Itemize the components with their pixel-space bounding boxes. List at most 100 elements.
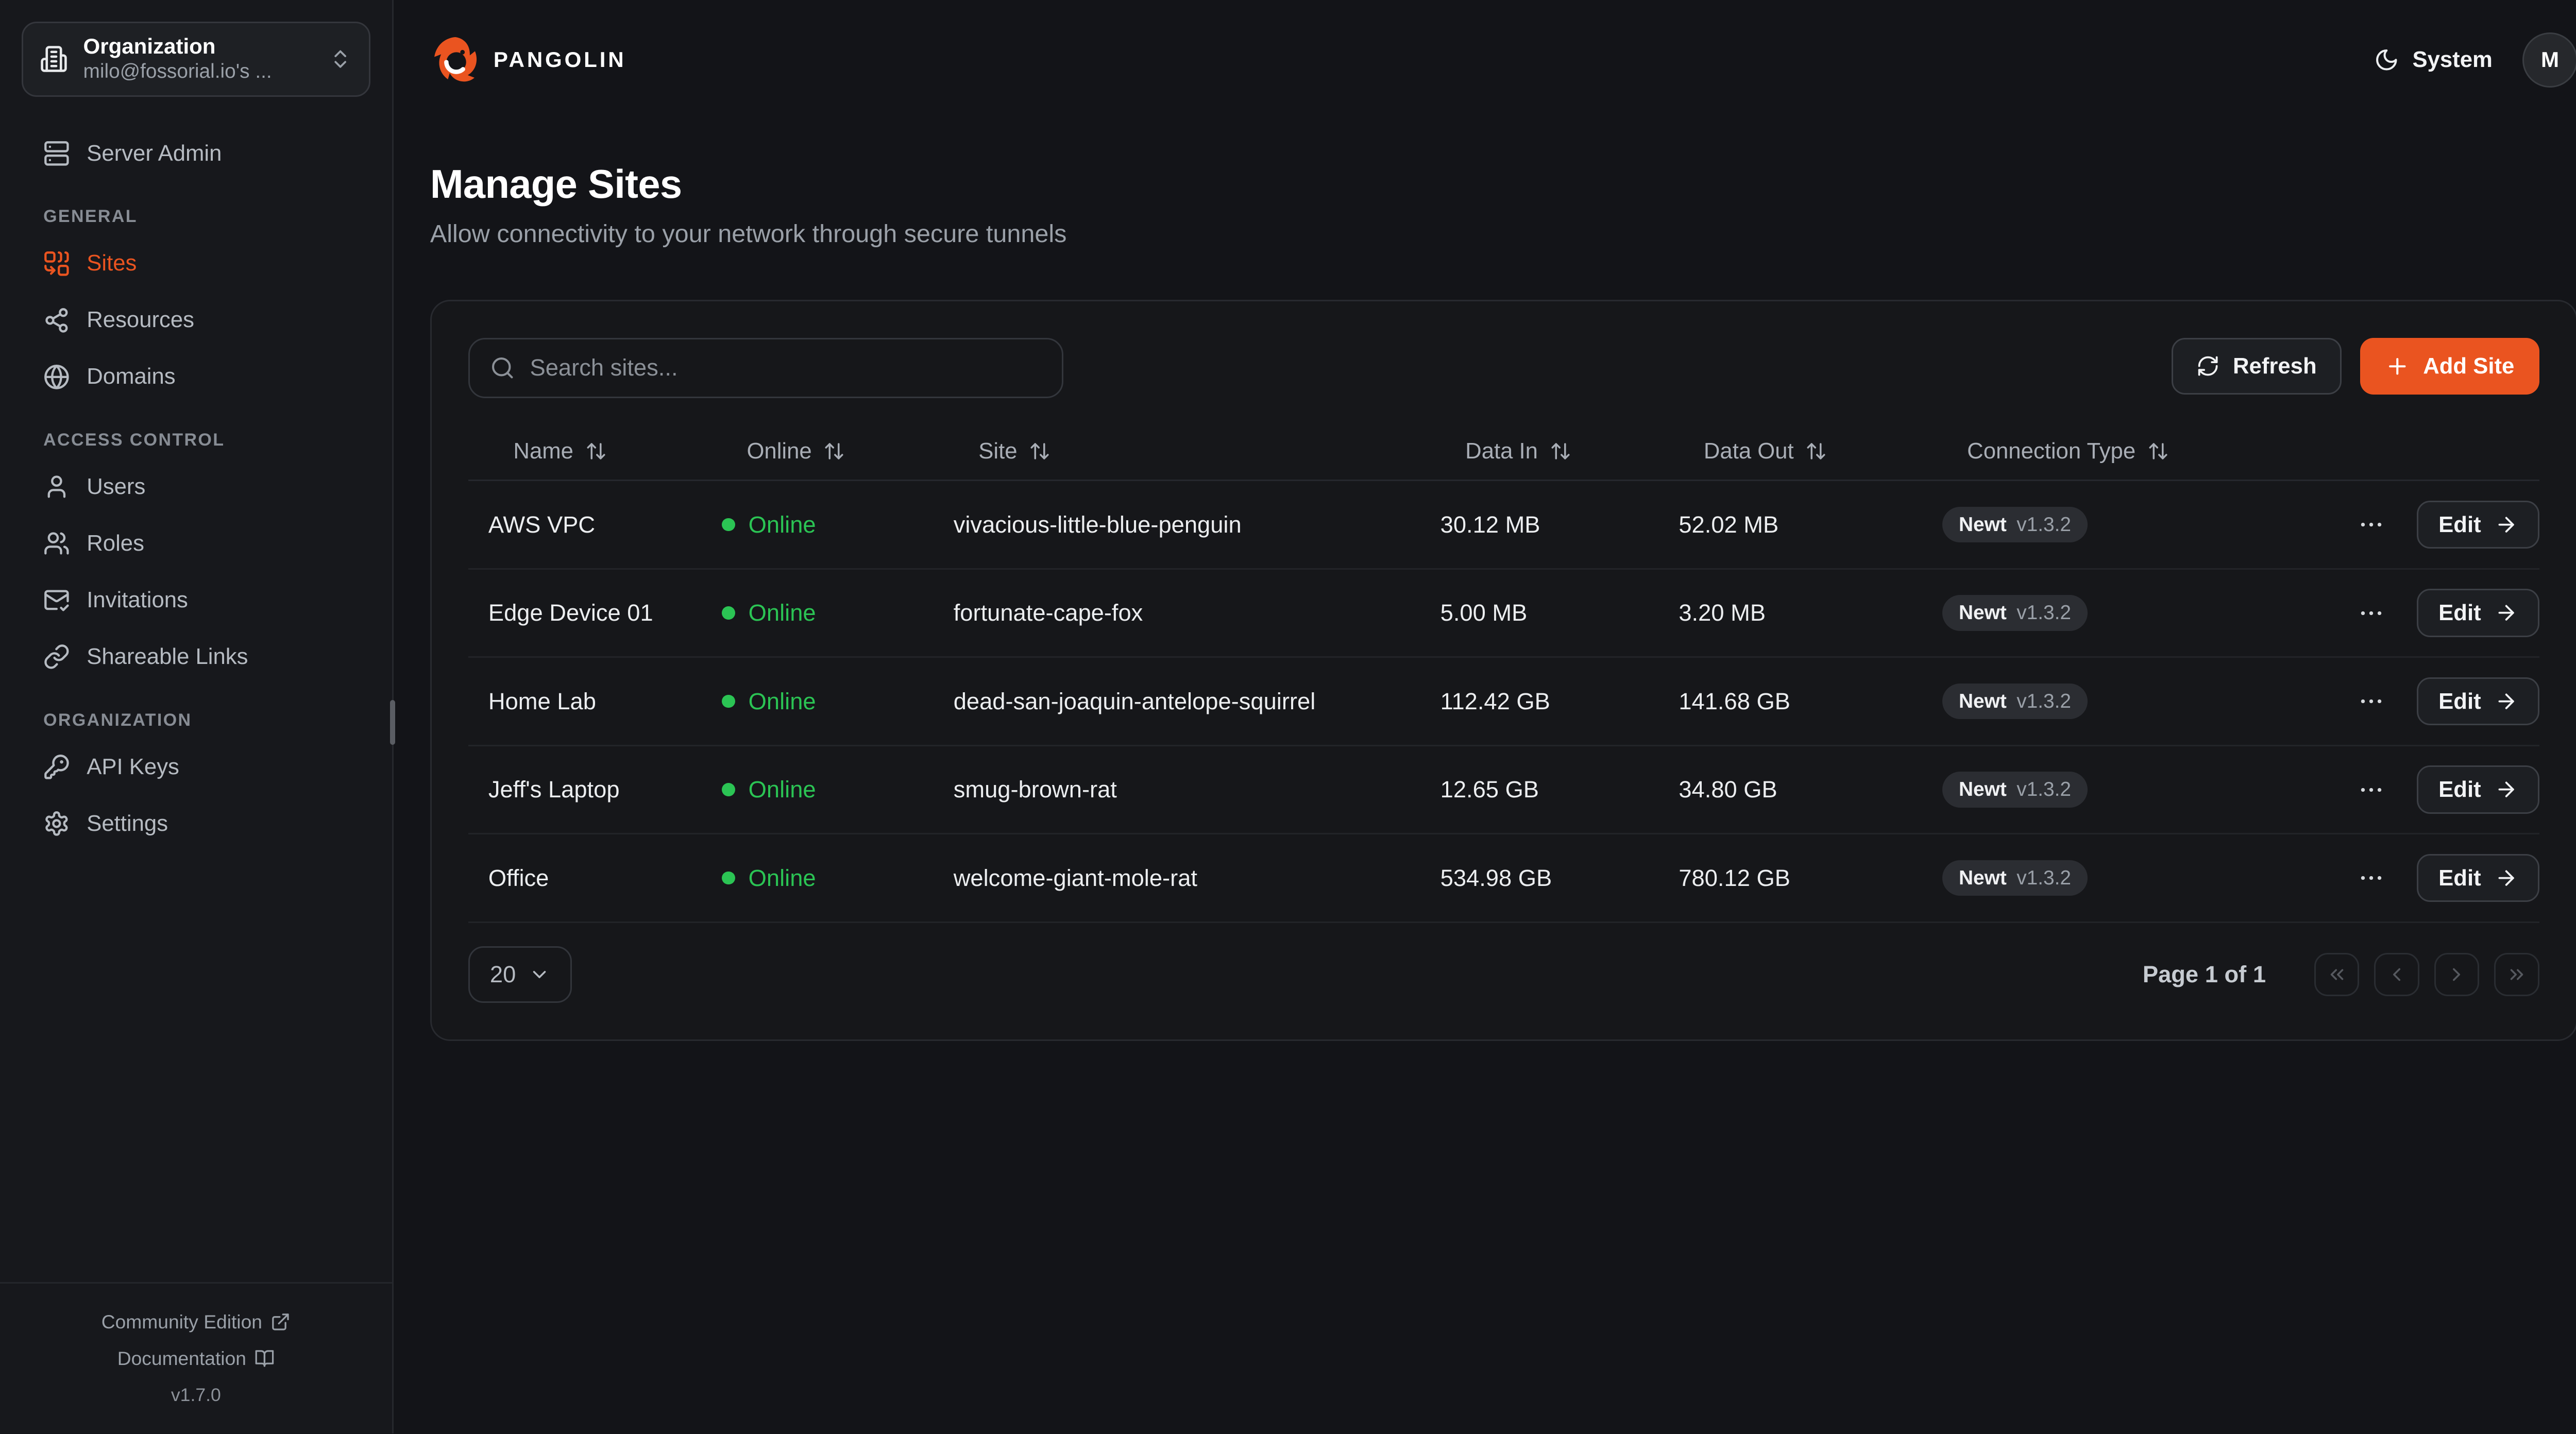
- cell-data-in: 534.98 GB: [1440, 864, 1552, 891]
- sidebar-item-roles[interactable]: Roles: [22, 517, 370, 570]
- previous-page-button[interactable]: [2374, 953, 2419, 997]
- cell-connection-type: Newt v1.3.2: [1922, 506, 2219, 543]
- column-header-name[interactable]: Name: [468, 438, 702, 464]
- row-menu-button[interactable]: [2353, 684, 2388, 719]
- sidebar-item-resources[interactable]: Resources: [22, 294, 370, 347]
- org-switcher[interactable]: Organization milo@fossorial.io's ...: [22, 22, 370, 97]
- brand-logo: PANGOLIN: [430, 35, 626, 85]
- add-site-button[interactable]: Add Site: [2360, 338, 2539, 395]
- cell-status: Online: [702, 511, 934, 538]
- avatar-initial: M: [2540, 47, 2559, 72]
- chevrons-left-icon: [2330, 969, 2343, 980]
- table-footer: 20 Page 1 of 1: [468, 946, 2539, 1003]
- sidebar-item-server-admin[interactable]: Server Admin: [22, 127, 370, 180]
- column-header-data-in[interactable]: Data In: [1420, 438, 1659, 464]
- cell-data-in: 112.42 GB: [1440, 688, 1550, 714]
- sidebar-item-label: Settings: [87, 810, 168, 836]
- page-status: Page 1 of 1: [2142, 961, 2266, 988]
- org-switcher-label: Organization: [83, 34, 216, 59]
- cell-name: Home Lab: [488, 688, 596, 714]
- table-row: Edge Device 01 Online fortunate-cape-fox…: [468, 570, 2539, 658]
- edit-button[interactable]: Edit: [2417, 853, 2539, 902]
- row-menu-button[interactable]: [2353, 507, 2388, 542]
- sites-card: Refresh Add Site Name Online: [430, 299, 2576, 1042]
- arrow-up-down-icon: [1551, 443, 1570, 459]
- table-row: Home Lab Online dead-san-joaquin-antelop…: [468, 658, 2539, 746]
- cell-name: Jeff's Laptop: [488, 776, 620, 803]
- row-menu-button[interactable]: [2353, 861, 2388, 896]
- column-header-site[interactable]: Site: [934, 438, 1420, 464]
- column-header-connection-type[interactable]: Connection Type: [1922, 438, 2219, 464]
- sidebar-item-shareable-links[interactable]: Shareable Links: [22, 630, 370, 684]
- nav-section-access-control: ACCESS CONTROL: [43, 430, 225, 450]
- arrow-right-icon: [2498, 517, 2514, 533]
- key-icon: [44, 755, 69, 779]
- gear-icon: [45, 811, 68, 836]
- last-page-button[interactable]: [2494, 953, 2539, 997]
- theme-toggle[interactable]: System: [2374, 47, 2493, 73]
- documentation-link[interactable]: Documentation: [0, 1340, 392, 1377]
- edit-button[interactable]: Edit: [2417, 500, 2539, 549]
- sidebar-item-domains[interactable]: Domains: [22, 350, 370, 404]
- sidebar-item-label: Resources: [87, 307, 194, 333]
- sidebar-item-invitations[interactable]: Invitations: [22, 573, 370, 627]
- cell-data-out: 141.68 GB: [1679, 688, 1790, 714]
- connection-type-badge: Newt v1.3.2: [1942, 506, 2088, 543]
- cell-name: Edge Device 01: [488, 600, 653, 626]
- search-input[interactable]: [530, 354, 1042, 382]
- arrow-right-icon: [2498, 781, 2514, 798]
- globe-icon: [44, 364, 69, 389]
- cell-data-out: 780.12 GB: [1679, 864, 1790, 891]
- sidebar-item-sites[interactable]: Sites: [22, 237, 370, 291]
- sidebar-item-api-keys[interactable]: API Keys: [22, 740, 370, 794]
- cell-site: vivacious-little-blue-penguin: [953, 511, 1242, 538]
- brand-name: PANGOLIN: [493, 47, 626, 72]
- chevron-right-icon: [2453, 968, 2461, 981]
- row-menu-button[interactable]: [2353, 595, 2388, 630]
- sidebar-footer: Community Edition Documentation v1.7.0: [0, 1282, 392, 1433]
- community-edition-link[interactable]: Community Edition: [0, 1304, 392, 1340]
- cell-actions: Edit: [2219, 500, 2539, 549]
- sidebar-nav: Server Admin GENERAL Sites Resources Dom…: [0, 118, 392, 853]
- user-icon: [47, 475, 66, 498]
- first-page-button[interactable]: [2314, 953, 2360, 997]
- page-size-select[interactable]: 20: [468, 946, 572, 1003]
- sidebar-resize-handle[interactable]: [390, 700, 396, 745]
- row-menu-button[interactable]: [2353, 772, 2388, 807]
- arrow-right-icon: [2498, 605, 2514, 621]
- cell-data-in: 12.65 GB: [1440, 776, 1539, 803]
- cell-actions: Edit: [2219, 765, 2539, 814]
- cell-data-out: 3.20 MB: [1679, 600, 1766, 626]
- connection-type-badge: Newt v1.3.2: [1942, 595, 2088, 631]
- edit-button[interactable]: Edit: [2417, 765, 2539, 814]
- column-header-data-out[interactable]: Data Out: [1659, 438, 1922, 464]
- refresh-button[interactable]: Refresh: [2171, 338, 2342, 395]
- table-row: Jeff's Laptop Online smug-brown-rat 12.6…: [468, 746, 2539, 835]
- cell-actions: Edit: [2219, 853, 2539, 902]
- pangolin-logo-icon: [434, 37, 477, 82]
- edit-button[interactable]: Edit: [2417, 589, 2539, 637]
- cell-name: Office: [488, 864, 549, 891]
- moon-icon: [2376, 49, 2397, 71]
- arrow-up-down-icon: [825, 443, 843, 459]
- avatar[interactable]: M: [2522, 32, 2576, 88]
- org-switcher-value: milo@fossorial.io's ...: [83, 60, 272, 82]
- column-header-online[interactable]: Online: [702, 438, 934, 464]
- search-box: [468, 338, 1064, 398]
- next-page-button[interactable]: [2434, 953, 2480, 997]
- cell-site: welcome-giant-mole-rat: [953, 864, 1197, 891]
- edit-button[interactable]: Edit: [2417, 677, 2539, 726]
- connection-type-badge: Newt v1.3.2: [1942, 683, 2088, 720]
- sidebar-item-label: Roles: [87, 531, 144, 556]
- cell-connection-type: Newt v1.3.2: [1922, 683, 2219, 720]
- cell-connection-type: Newt v1.3.2: [1922, 772, 2219, 808]
- cell-data-in: 30.12 MB: [1440, 511, 1540, 538]
- sidebar-item-users[interactable]: Users: [22, 460, 370, 514]
- cell-data-out: 52.02 MB: [1679, 511, 1779, 538]
- cell-actions: Edit: [2219, 589, 2539, 637]
- sidebar-item-label: API Keys: [87, 754, 179, 779]
- sidebar-item-settings[interactable]: Settings: [22, 797, 370, 850]
- sidebar: Organization milo@fossorial.io's ... Ser…: [0, 0, 396, 1433]
- main-content: PANGOLIN System M Manage Sites Allow con…: [394, 0, 2576, 1433]
- cell-site: smug-brown-rat: [953, 776, 1117, 803]
